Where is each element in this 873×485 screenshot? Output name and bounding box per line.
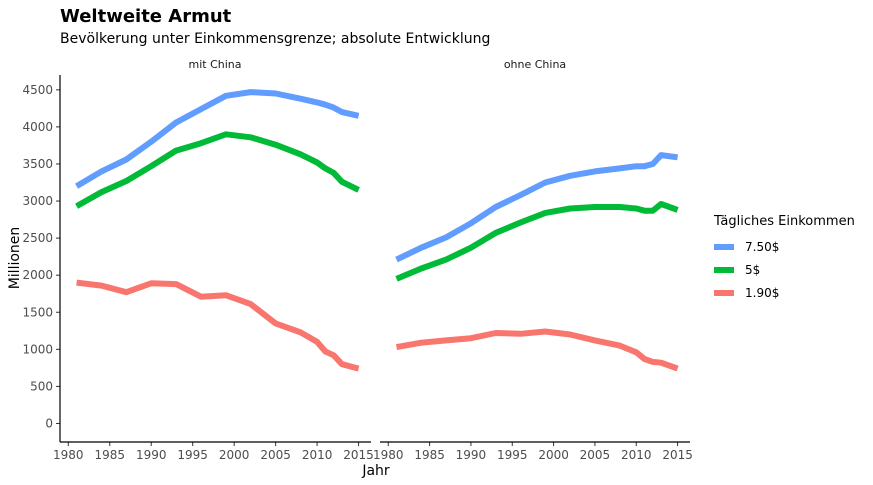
x-tick-label: 2010: [302, 448, 333, 462]
x-tick-label: 1985: [414, 448, 445, 462]
y-tick-label: 1000: [22, 342, 53, 356]
y-axis-title: Millionen: [7, 227, 23, 290]
panel-label-mit-china: mit China: [188, 58, 241, 71]
series-line-7-50: [395, 152, 678, 263]
y-tick-label: 3500: [22, 157, 53, 171]
x-tick-label: 1995: [497, 448, 528, 462]
series-line-1-90: [76, 279, 360, 372]
x-tick-label: 2015: [343, 448, 374, 462]
series-line-5: [75, 131, 360, 209]
y-tick-label: 500: [30, 379, 53, 393]
series-line-7-50: [75, 89, 360, 189]
legend-label-7-50: 7.50$: [745, 240, 779, 254]
x-tick-label: 2000: [219, 448, 250, 462]
x-tick-label: 2000: [538, 448, 569, 462]
y-tick-label: 1500: [22, 305, 53, 319]
y-tick-label: 3000: [22, 194, 53, 208]
x-tick-label: 1995: [177, 448, 208, 462]
x-tick-label: 1980: [373, 448, 404, 462]
x-tick-label: 2010: [621, 448, 652, 462]
panel-ohne-china: [395, 152, 679, 372]
series-line-1-90: [395, 328, 679, 372]
legend-title: Tägliches Einkommen: [713, 214, 855, 229]
panel-label-ohne-china: ohne China: [504, 58, 566, 71]
x-tick-label: 1990: [456, 448, 487, 462]
x-tick-label: 2015: [662, 448, 693, 462]
axes: [59, 75, 690, 443]
series-line-5: [395, 201, 679, 282]
y-tick-label: 4000: [22, 120, 53, 134]
y-tick-label: 2000: [22, 268, 53, 282]
y-tick-label: 0: [45, 416, 53, 430]
x-tick-label: 1985: [94, 448, 125, 462]
x-axis-ticks: 1980 1985 1990 1995 2000 2005 2010 2015 1980 1985…: [53, 442, 693, 462]
legend-label-1-90: 1.90$: [745, 286, 779, 300]
x-tick-label: 1980: [53, 448, 84, 462]
x-tick-label: 1990: [136, 448, 167, 462]
x-tick-label: 2005: [260, 448, 291, 462]
y-tick-label: 4500: [22, 83, 53, 97]
legend: 7.50$ 5$ 1.90$: [714, 240, 779, 300]
panel-mit-china: [75, 89, 360, 372]
x-tick-label: 2005: [580, 448, 611, 462]
chart-subtitle: Bevölkerung unter Einkommensgrenze; abso…: [60, 31, 490, 47]
legend-label-5: 5$: [745, 263, 760, 277]
x-axis-title: Jahr: [361, 463, 390, 479]
y-axis-ticks: 0 500 1000 1500 2000 2500 3000 3500 4000 4500: [22, 83, 60, 430]
y-tick-label: 2500: [22, 231, 53, 245]
chart-title: Weltweite Armut: [60, 6, 232, 27]
